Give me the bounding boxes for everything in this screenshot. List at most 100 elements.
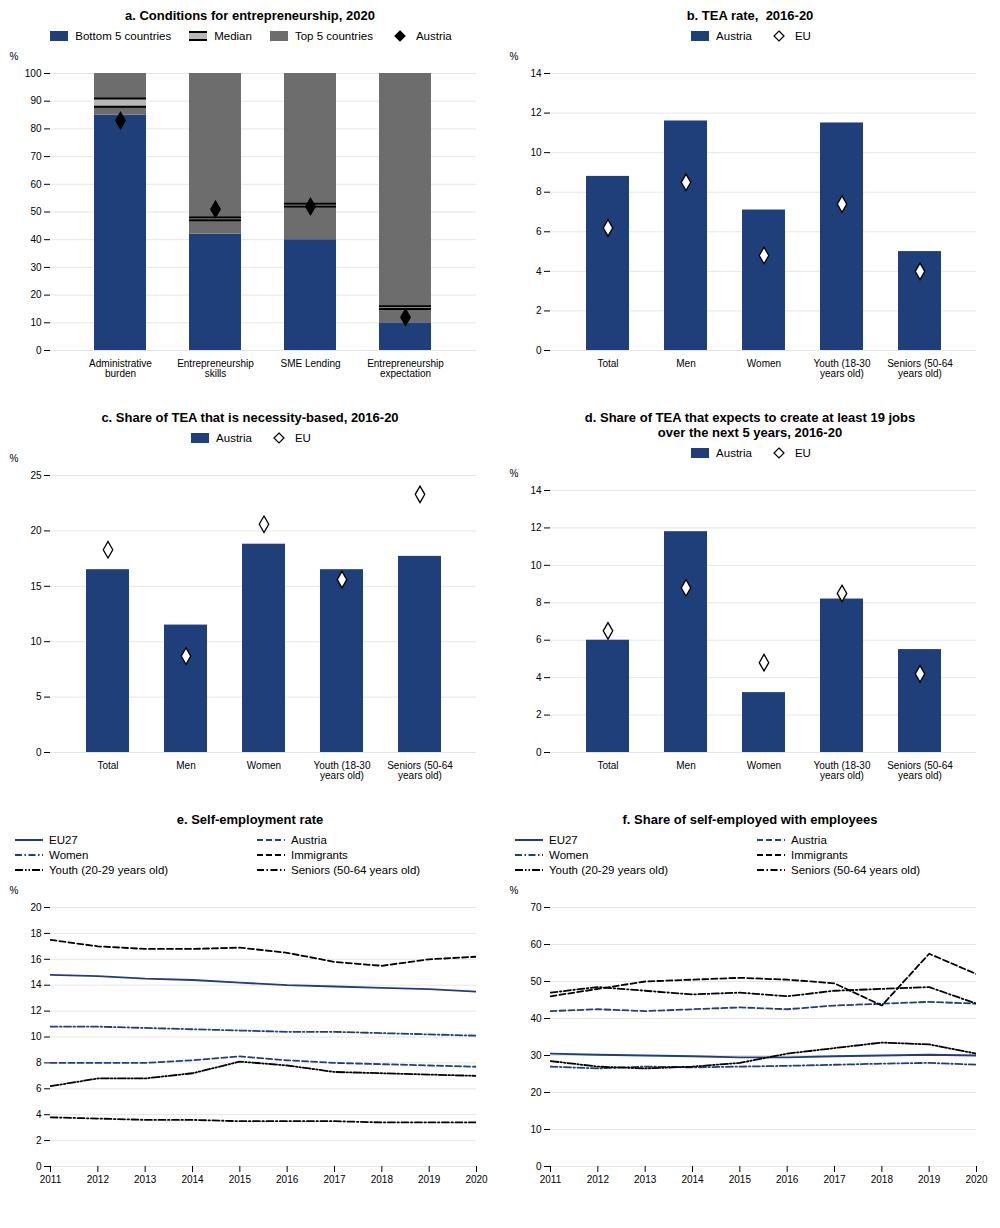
svg-text:60: 60 bbox=[530, 939, 542, 950]
svg-text:2018: 2018 bbox=[371, 1174, 394, 1185]
svg-text:6: 6 bbox=[536, 226, 542, 237]
svg-text:2: 2 bbox=[536, 305, 542, 316]
svg-text:Men: Men bbox=[676, 358, 695, 369]
svg-text:6: 6 bbox=[36, 1083, 42, 1094]
svg-text:10: 10 bbox=[30, 636, 42, 647]
svg-text:4: 4 bbox=[536, 672, 542, 683]
svg-text:10: 10 bbox=[530, 147, 542, 158]
svg-text:25: 25 bbox=[30, 470, 42, 481]
svg-text:8: 8 bbox=[536, 597, 542, 608]
svg-text:2: 2 bbox=[36, 1135, 42, 1146]
svg-text:80: 80 bbox=[30, 123, 42, 134]
svg-text:0: 0 bbox=[536, 1161, 542, 1172]
svg-text:2019: 2019 bbox=[418, 1174, 441, 1185]
svg-text:20: 20 bbox=[30, 902, 42, 913]
svg-text:Seniors (50-64years old): Seniors (50-64years old) bbox=[887, 760, 953, 781]
svg-text:Women: Women bbox=[747, 760, 781, 771]
svg-text:2020: 2020 bbox=[965, 1174, 988, 1185]
svg-text:%: % bbox=[10, 51, 19, 62]
svg-text:Administrativeburden: Administrativeburden bbox=[89, 358, 152, 379]
svg-text:0: 0 bbox=[36, 747, 42, 758]
svg-text:Seniors (50-64years old): Seniors (50-64years old) bbox=[887, 358, 953, 379]
svg-text:60: 60 bbox=[30, 179, 42, 190]
svg-text:14: 14 bbox=[530, 485, 542, 496]
svg-text:70: 70 bbox=[530, 902, 542, 913]
svg-text:10: 10 bbox=[30, 317, 42, 328]
svg-text:Men: Men bbox=[676, 760, 695, 771]
svg-text:Entrepreneurshipexpectation: Entrepreneurshipexpectation bbox=[367, 358, 444, 379]
svg-text:Women: Women bbox=[247, 760, 281, 771]
svg-text:10: 10 bbox=[530, 1124, 542, 1135]
svg-text:0: 0 bbox=[536, 345, 542, 356]
svg-text:2019: 2019 bbox=[918, 1174, 941, 1185]
svg-text:Total: Total bbox=[597, 358, 618, 369]
svg-text:12: 12 bbox=[530, 522, 542, 533]
svg-text:2020: 2020 bbox=[465, 1174, 488, 1185]
svg-text:Men: Men bbox=[176, 760, 195, 771]
svg-text:90: 90 bbox=[30, 95, 42, 106]
svg-text:%: % bbox=[510, 885, 519, 896]
svg-text:20: 20 bbox=[530, 1087, 542, 1098]
svg-text:30: 30 bbox=[30, 262, 42, 273]
html-text:a. Conditions for entrepreneur: a. Conditions for entrepreneurship, 2020 bbox=[125, 8, 375, 23]
svg-text:0: 0 bbox=[36, 345, 42, 356]
svg-text:Total: Total bbox=[97, 760, 118, 771]
svg-text:2011: 2011 bbox=[540, 1174, 562, 1185]
svg-text:2013: 2013 bbox=[634, 1174, 657, 1185]
svg-text:14: 14 bbox=[30, 979, 42, 990]
svg-text:14: 14 bbox=[530, 68, 542, 79]
svg-text:Total: Total bbox=[597, 760, 618, 771]
svg-text:2017: 2017 bbox=[823, 1174, 846, 1185]
svg-text:2016: 2016 bbox=[776, 1174, 799, 1185]
svg-text:70: 70 bbox=[30, 151, 42, 162]
svg-text:%: % bbox=[510, 468, 519, 479]
svg-text:2015: 2015 bbox=[729, 1174, 752, 1185]
svg-text:8: 8 bbox=[36, 1057, 42, 1068]
svg-text:10: 10 bbox=[530, 560, 542, 571]
svg-text:20: 20 bbox=[30, 525, 42, 536]
html-text:d. Share of TEA that expects t: d. Share of TEA that expects to create a… bbox=[584, 410, 916, 440]
svg-text:2015: 2015 bbox=[229, 1174, 252, 1185]
svg-text:Youth (18-30years old): Youth (18-30years old) bbox=[814, 760, 871, 781]
svg-text:8: 8 bbox=[536, 186, 542, 197]
svg-text:40: 40 bbox=[30, 234, 42, 245]
svg-text:15: 15 bbox=[30, 581, 42, 592]
svg-text:12: 12 bbox=[530, 107, 542, 118]
svg-text:0: 0 bbox=[536, 747, 542, 758]
svg-text:30: 30 bbox=[530, 1050, 542, 1061]
html-text:b. TEA rate, 2016-20: b. TEA rate, 2016-20 bbox=[686, 8, 814, 23]
svg-text:10: 10 bbox=[30, 1031, 42, 1042]
svg-text:2012: 2012 bbox=[87, 1174, 110, 1185]
svg-text:6: 6 bbox=[536, 634, 542, 645]
svg-text:SME Lending: SME Lending bbox=[280, 358, 340, 369]
svg-text:2013: 2013 bbox=[134, 1174, 157, 1185]
svg-text:%: % bbox=[10, 885, 19, 896]
svg-text:2016: 2016 bbox=[276, 1174, 299, 1185]
svg-text:Entrepreneurshipskills: Entrepreneurshipskills bbox=[177, 358, 254, 379]
svg-text:%: % bbox=[10, 453, 19, 464]
svg-text:2014: 2014 bbox=[181, 1174, 204, 1185]
svg-text:Women: Women bbox=[747, 358, 781, 369]
svg-text:Youth (18-30years old): Youth (18-30years old) bbox=[314, 760, 371, 781]
svg-text:Seniors (50-64years old): Seniors (50-64years old) bbox=[387, 760, 453, 781]
svg-text:0: 0 bbox=[36, 1161, 42, 1172]
svg-text:2011: 2011 bbox=[40, 1174, 62, 1185]
svg-text:%: % bbox=[510, 51, 519, 62]
svg-text:2017: 2017 bbox=[323, 1174, 346, 1185]
svg-text:20: 20 bbox=[30, 289, 42, 300]
svg-text:40: 40 bbox=[530, 1013, 542, 1024]
svg-text:18: 18 bbox=[30, 928, 42, 939]
svg-text:2012: 2012 bbox=[587, 1174, 610, 1185]
svg-text:5: 5 bbox=[36, 691, 42, 702]
svg-text:2: 2 bbox=[536, 709, 542, 720]
svg-text:4: 4 bbox=[536, 266, 542, 277]
svg-text:2014: 2014 bbox=[681, 1174, 704, 1185]
svg-text:50: 50 bbox=[530, 976, 542, 987]
svg-text:4: 4 bbox=[36, 1109, 42, 1120]
svg-text:16: 16 bbox=[30, 954, 42, 965]
svg-text:Youth (18-30years old): Youth (18-30years old) bbox=[814, 358, 871, 379]
svg-text:50: 50 bbox=[30, 206, 42, 217]
svg-text:100: 100 bbox=[25, 68, 42, 79]
svg-text:2018: 2018 bbox=[871, 1174, 894, 1185]
svg-text:12: 12 bbox=[30, 1005, 42, 1016]
